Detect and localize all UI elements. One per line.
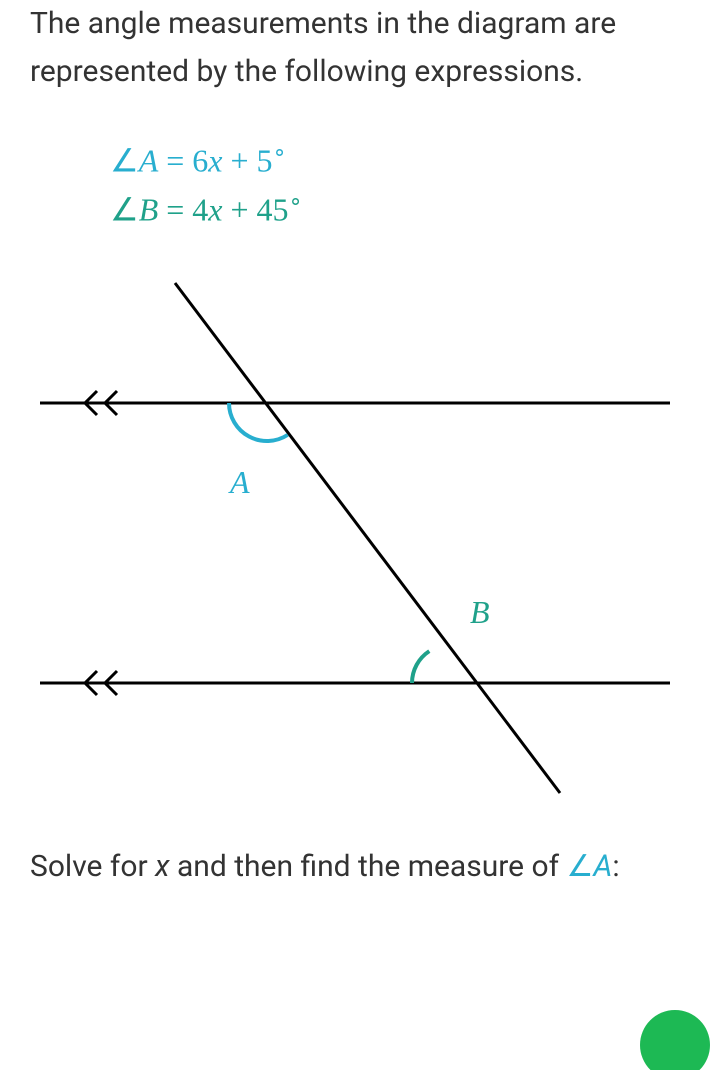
- eqA-const: + 5: [222, 143, 272, 179]
- eqA-coeff: = 6: [158, 143, 208, 179]
- var-B: B: [139, 191, 159, 227]
- equation-B: ∠B = 4x + 45∘: [110, 185, 700, 234]
- eqB-const: + 45: [222, 191, 288, 227]
- q-pre: Solve for: [30, 849, 155, 884]
- equations-block: ∠A = 6x + 5∘ ∠B = 4x + 45∘: [110, 136, 700, 233]
- degree-symbol: ∘: [289, 189, 303, 214]
- question-text: Solve for x and then find the measure of…: [30, 843, 700, 891]
- var-A: A: [593, 849, 612, 884]
- svg-text:B: B: [470, 594, 490, 630]
- intro-text: The angle measurements in the diagram ar…: [30, 0, 700, 96]
- angle-symbol: ∠: [110, 191, 139, 227]
- var-x: x: [208, 143, 222, 179]
- angle-symbol: ∠: [566, 849, 593, 884]
- svg-text:A: A: [228, 464, 250, 500]
- var-A: A: [139, 143, 159, 179]
- q-colon: :: [612, 849, 619, 884]
- q-mid: and then find the measure of: [170, 849, 567, 884]
- eqB-coeff: = 4: [158, 191, 208, 227]
- var-x: x: [208, 191, 222, 227]
- diagram: AB: [30, 263, 690, 803]
- diagram-svg: AB: [30, 263, 690, 803]
- equation-A: ∠A = 6x + 5∘: [110, 136, 700, 185]
- degree-symbol: ∘: [273, 140, 287, 165]
- angle-symbol: ∠: [110, 143, 139, 179]
- angle-A-ref: ∠A: [566, 849, 612, 884]
- fab-button[interactable]: [640, 1010, 710, 1070]
- var-x: x: [155, 849, 169, 884]
- page: The angle measurements in the diagram ar…: [0, 0, 720, 1070]
